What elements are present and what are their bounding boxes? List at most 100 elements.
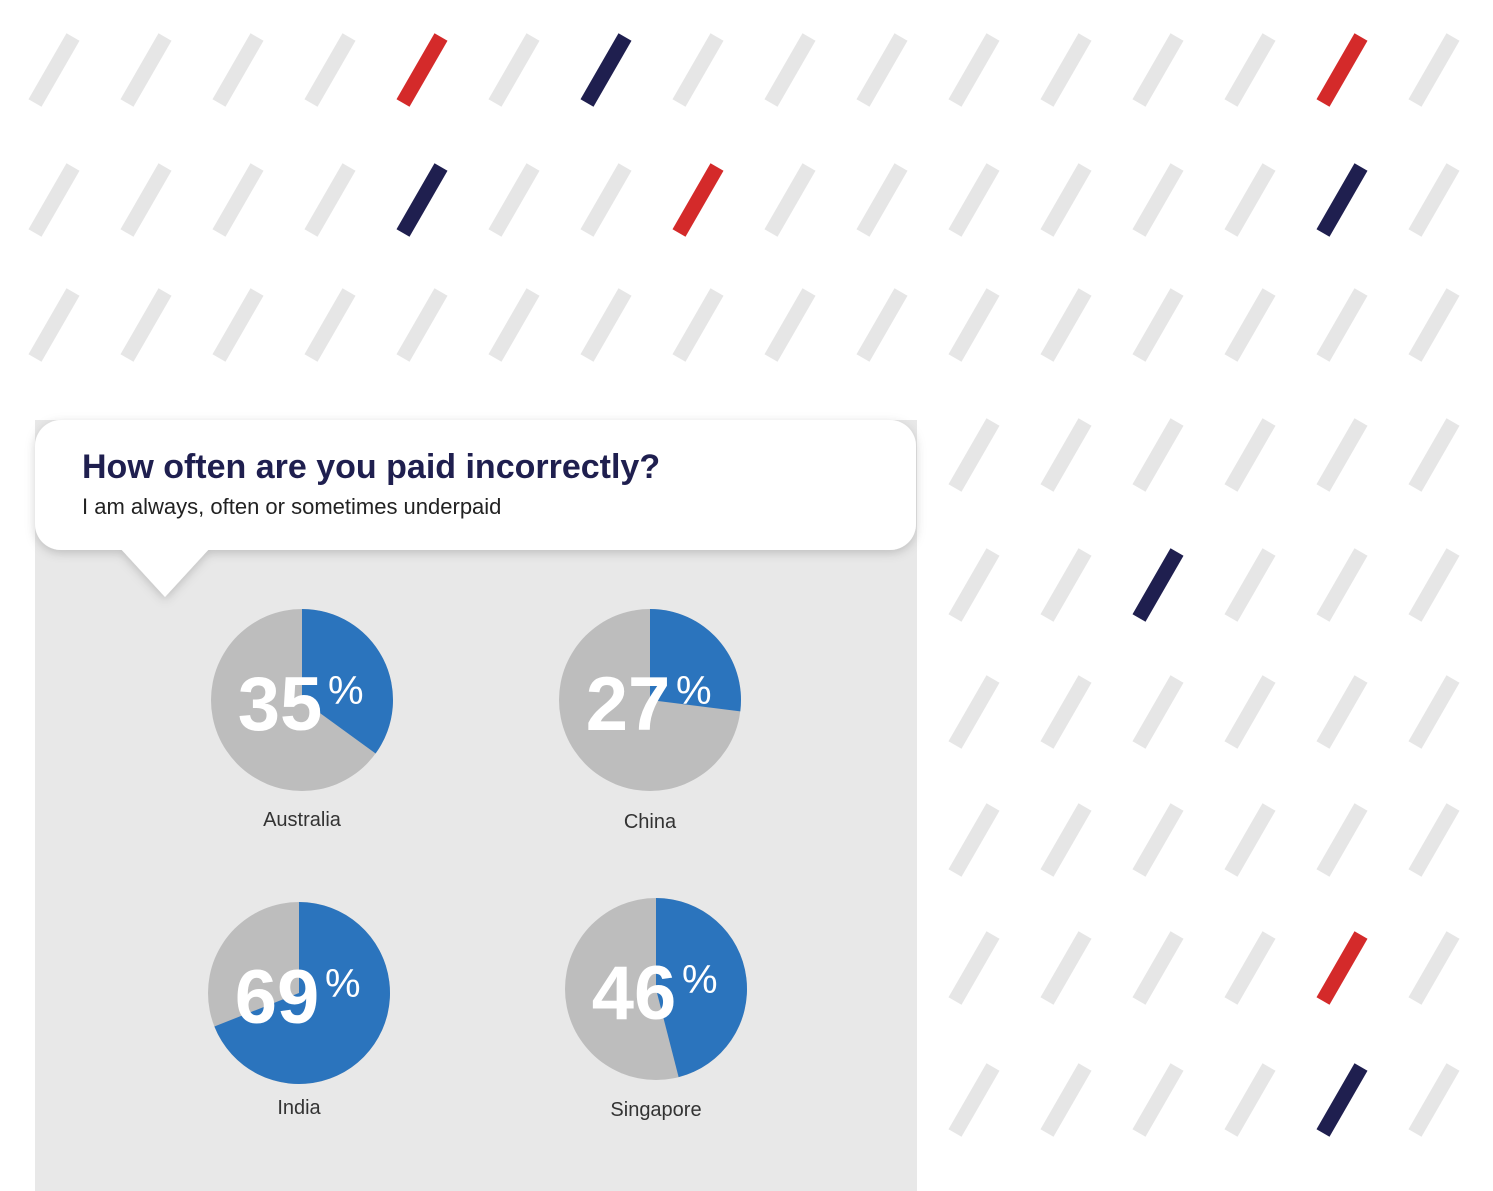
slash: [1040, 163, 1092, 237]
title: How often are you paid incorrectly?: [82, 448, 660, 486]
background-pattern: [28, 33, 1460, 1137]
slash: [1316, 548, 1368, 622]
slash: [1132, 548, 1184, 622]
pie-value: 27: [586, 662, 671, 747]
slash: [1408, 675, 1460, 749]
slash: [1224, 675, 1276, 749]
slash: [488, 288, 540, 362]
slash: [1224, 33, 1276, 107]
pie-unit: %: [325, 962, 361, 1006]
slash: [948, 548, 1000, 622]
slash: [28, 33, 80, 107]
slash: [1408, 548, 1460, 622]
slash: [580, 33, 632, 107]
slash: [948, 33, 1000, 107]
slash: [1224, 163, 1276, 237]
slash: [948, 1063, 1000, 1137]
slash: [28, 163, 80, 237]
slash: [1040, 675, 1092, 749]
pie-slice: [214, 902, 390, 1084]
slash: [1040, 803, 1092, 877]
slash: [856, 33, 908, 107]
slash: [948, 418, 1000, 492]
slash: [1132, 803, 1184, 877]
slash: [304, 163, 356, 237]
slash: [212, 33, 264, 107]
slash: [396, 163, 448, 237]
slash: [1132, 163, 1184, 237]
slash: [672, 163, 724, 237]
pies: 35 % Australia 27 % China 69 % India 46 % Singapore: [208, 609, 747, 1121]
pie-slice: [650, 609, 741, 712]
slash: [948, 288, 1000, 362]
pie-slice: [656, 898, 747, 1078]
slash: [488, 33, 540, 107]
slash: [1132, 931, 1184, 1005]
slash: [672, 33, 724, 107]
slash: [28, 288, 80, 362]
slash: [1132, 1063, 1184, 1137]
pie-label: Singapore: [610, 1099, 701, 1121]
slash: [1040, 1063, 1092, 1137]
slash: [948, 803, 1000, 877]
slash: [1224, 931, 1276, 1005]
slash: [580, 163, 632, 237]
pie-slice: [302, 609, 393, 754]
slash: [764, 288, 816, 362]
slash: [396, 33, 448, 107]
pie-unit: %: [328, 669, 364, 713]
pie-label: India: [277, 1097, 321, 1119]
slash: [1408, 1063, 1460, 1137]
pie-label: China: [624, 811, 677, 833]
slash: [396, 288, 448, 362]
pie-value: 46: [592, 951, 677, 1036]
slash: [120, 288, 172, 362]
slash: [856, 163, 908, 237]
slash: [1040, 931, 1092, 1005]
subtitle: I am always, often or sometimes underpai…: [82, 494, 501, 519]
slash: [948, 675, 1000, 749]
slash: [1132, 288, 1184, 362]
slash: [1408, 803, 1460, 877]
slash: [1316, 163, 1368, 237]
slash: [1040, 548, 1092, 622]
slash: [1132, 33, 1184, 107]
slash: [120, 163, 172, 237]
slash: [1316, 1063, 1368, 1137]
slash: [1408, 33, 1460, 107]
slash: [1040, 33, 1092, 107]
slash: [1316, 33, 1368, 107]
slash: [1408, 418, 1460, 492]
slash: [304, 33, 356, 107]
slash: [120, 33, 172, 107]
slash: [764, 163, 816, 237]
slash: [1316, 803, 1368, 877]
slash: [1316, 675, 1368, 749]
callout-box: [35, 420, 916, 550]
slash: [1408, 288, 1460, 362]
slash: [1316, 288, 1368, 362]
slash: [1224, 418, 1276, 492]
slash: [304, 288, 356, 362]
slash: [1316, 418, 1368, 492]
slash: [1224, 288, 1276, 362]
pie-value: 69: [235, 955, 320, 1040]
slash: [1316, 931, 1368, 1005]
callout: [35, 420, 916, 597]
slash: [1408, 163, 1460, 237]
callout-pointer: [120, 548, 210, 597]
slash: [1224, 803, 1276, 877]
callout-join: [110, 530, 220, 550]
pie-unit: %: [676, 669, 712, 713]
slash: [212, 288, 264, 362]
slash: [948, 163, 1000, 237]
slash: [1224, 1063, 1276, 1137]
slash: [1132, 675, 1184, 749]
pie-value: 35: [238, 662, 323, 747]
slash: [948, 931, 1000, 1005]
slash: [1040, 288, 1092, 362]
slash: [1408, 931, 1460, 1005]
slash: [672, 288, 724, 362]
